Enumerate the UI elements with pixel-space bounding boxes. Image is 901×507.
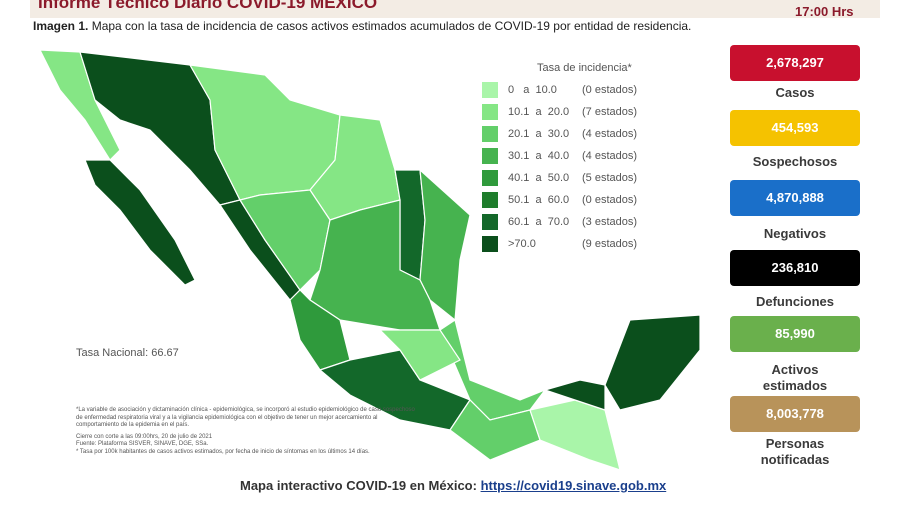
caption-label: Imagen 1. <box>33 19 89 33</box>
state <box>604 314 701 411</box>
legend-title: Tasa de incidencia* <box>537 62 632 74</box>
legend-range: 20.1 a 30.0 <box>508 128 570 140</box>
legend-count: (0 estados) <box>582 84 638 96</box>
state <box>289 289 351 371</box>
legend-item: 50.1 a 60.0 (0 estados) <box>482 192 652 208</box>
stat-label: Sospechosos <box>752 154 838 169</box>
legend-swatch <box>482 148 498 164</box>
stat-label: Personas notificadas <box>760 436 830 467</box>
legend-count: (0 estados) <box>582 194 638 206</box>
note: Cierre con corte a las 09:00hrs, 20 de j… <box>76 433 213 440</box>
legend-range: 0 a 10.0 <box>508 84 557 96</box>
notes: *La variable de asociación y dictaminaci… <box>76 407 416 456</box>
stat-value: 236,810 <box>730 250 860 286</box>
stat-label: Activos estimados <box>762 362 828 393</box>
note: *La variable de asociación y dictaminaci… <box>76 407 415 428</box>
legend-item: 30.1 a 40.0 (4 estados) <box>482 148 652 164</box>
stat-value: 8,003,778 <box>730 396 860 432</box>
map <box>39 49 701 471</box>
footer-link[interactable]: https://covid19.sinave.gob.mx <box>480 478 667 493</box>
legend-count: (4 estados) <box>582 128 638 140</box>
legend-swatch <box>482 236 498 252</box>
legend-range: 40.1 a 50.0 <box>508 172 570 184</box>
legend-item: 60.1 a 70.0 (3 estados) <box>482 214 652 230</box>
legend-range: 60.1 a 70.0 <box>508 216 570 228</box>
legend-count: (9 estados) <box>582 238 638 250</box>
legend-swatch <box>482 126 498 142</box>
legend-item: 0 a 10.0 (0 estados) <box>482 82 652 98</box>
legend-item: >70.0 (9 estados) <box>482 236 652 252</box>
state <box>378 329 461 381</box>
caption-text: Mapa con la tasa de incidencia de casos … <box>91 19 692 33</box>
legend-item: 20.1 a 30.0 (4 estados) <box>482 126 652 142</box>
stat-label: Defunciones <box>755 294 834 309</box>
stat-label: Casos <box>775 85 815 100</box>
legend-item: 10.1 a 20.0 (7 estados) <box>482 104 652 120</box>
legend-count: (3 estados) <box>582 216 638 228</box>
legend-range: 10.1 a 20.0 <box>508 106 570 118</box>
legend-swatch <box>482 192 498 208</box>
legend-swatch <box>482 82 498 98</box>
caption: Imagen 1. Mapa con la tasa de incidencia… <box>33 19 691 33</box>
stat-value: 85,990 <box>730 316 860 352</box>
legend-item: 40.1 a 50.0 (5 estados) <box>482 170 652 186</box>
header-title: Informe Técnico Diario COVID-19 MÉXICO <box>38 0 378 12</box>
stat-value: 2,678,297 <box>730 45 860 81</box>
legend-swatch <box>482 104 498 120</box>
note: Fuente: Plataforma SISVER, SINAVE, DGE, … <box>76 441 209 447</box>
footer-text: Mapa interactivo COVID-19 en México: <box>240 478 477 493</box>
state <box>529 399 621 471</box>
footer: Mapa interactivo COVID-19 en México: htt… <box>240 478 666 493</box>
note: * Tasa por 100k habitantes de casos acti… <box>76 448 370 455</box>
header-time: 17:00 Hrs <box>795 4 854 19</box>
legend-count: (7 estados) <box>582 106 638 118</box>
state <box>542 379 606 411</box>
legend-range: 30.1 a 40.0 <box>508 150 570 162</box>
header-bar <box>30 0 880 18</box>
legend-swatch <box>482 214 498 230</box>
legend-range: 50.1 a 60.0 <box>508 194 570 206</box>
legend-count: (4 estados) <box>582 150 638 162</box>
state <box>84 159 196 286</box>
legend-count: (5 estados) <box>582 172 638 184</box>
legend-swatch <box>482 170 498 186</box>
state <box>419 168 471 322</box>
stat-value: 4,870,888 <box>730 180 860 216</box>
stat-label: Negativos <box>763 226 827 241</box>
national-rate: Tasa Nacional: 66.67 <box>76 347 179 359</box>
legend-range: >70.0 <box>508 238 536 250</box>
stat-value: 454,593 <box>730 110 860 146</box>
